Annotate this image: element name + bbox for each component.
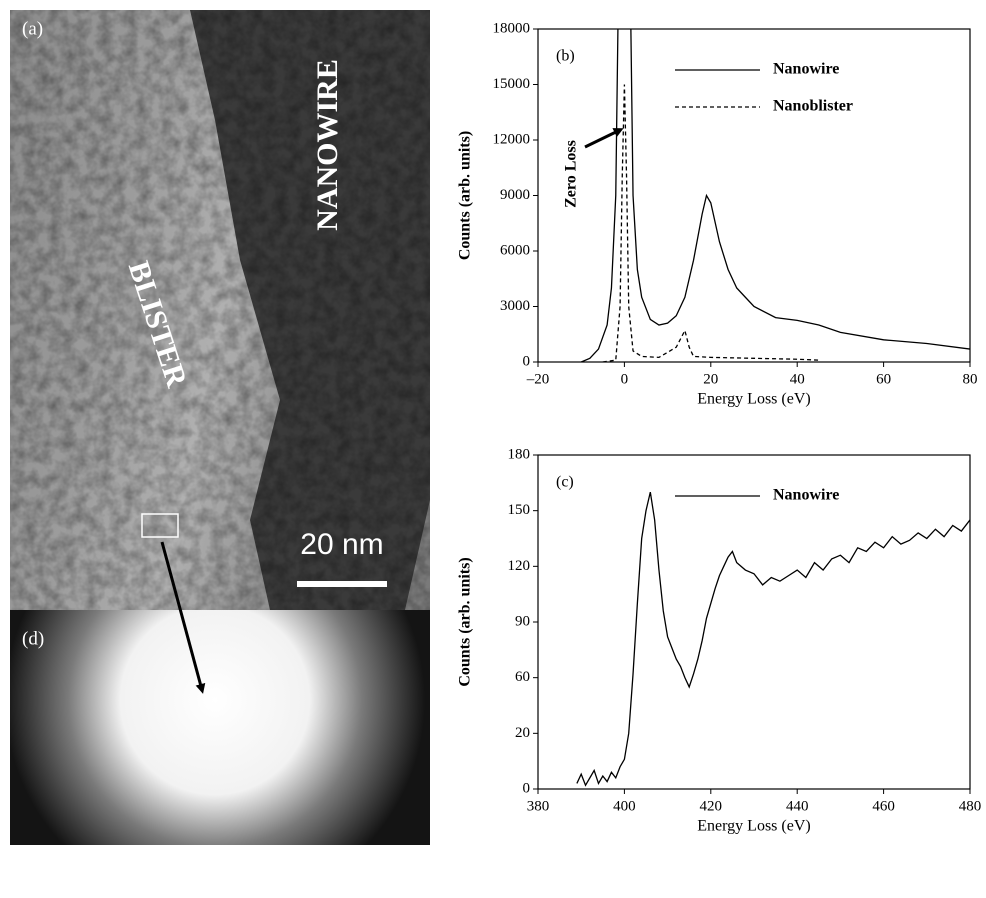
diffraction-d: (d): [10, 610, 430, 845]
x-tick-label: 80: [963, 371, 978, 387]
x-tick-label: 40: [790, 371, 805, 387]
selection-box: [141, 513, 179, 538]
x-tick-label: 400: [613, 798, 636, 814]
data-line: [602, 84, 819, 362]
x-tick-label: 0: [621, 371, 629, 387]
panel-label: (c): [556, 474, 574, 491]
x-axis-label: Energy Loss (eV): [697, 818, 810, 835]
data-line: [576, 491, 970, 787]
panel-label: (b): [556, 48, 575, 65]
legend-label: Nanowire: [773, 487, 839, 504]
y-tick-label: 0: [523, 780, 531, 796]
y-tick-label: 20: [515, 725, 530, 741]
panel-label: (d): [22, 628, 44, 649]
scale-bar: [297, 581, 387, 587]
data-line: [580, 29, 970, 362]
x-tick-label: 480: [959, 798, 982, 814]
x-tick-label: 380: [527, 798, 550, 814]
y-axis-label: Counts (arb. units): [457, 131, 474, 260]
region-label: NANOWIRE: [311, 59, 344, 231]
micrograph-a: (a) NANOWIRE BLISTER 20 nm: [10, 10, 430, 610]
scale-bar-label: 20 nm: [300, 528, 383, 561]
y-tick-label: 6000: [500, 242, 530, 258]
x-tick-label: 440: [786, 798, 809, 814]
panel-label: (a): [22, 18, 43, 39]
x-tick-label: 60: [876, 371, 891, 387]
x-tick-label: 460: [872, 798, 895, 814]
y-tick-label: 18000: [493, 20, 531, 36]
diffraction-pattern: [10, 610, 430, 845]
y-tick-label: 0: [523, 353, 531, 369]
texture: [10, 10, 430, 610]
y-tick-label: 90: [515, 613, 530, 629]
y-tick-label: 15000: [493, 76, 531, 92]
x-tick-label: 420: [700, 798, 723, 814]
y-tick-label: 12000: [493, 131, 531, 147]
annotation-arrow: [584, 128, 624, 149]
y-tick-label: 150: [508, 502, 531, 518]
annotation: Zero Loss: [563, 140, 580, 208]
y-tick-label: 180: [508, 446, 531, 462]
plot-frame: [537, 454, 971, 790]
x-tick-label: –20: [526, 371, 550, 387]
x-tick-label: 20: [703, 371, 718, 387]
legend-label: Nanowire: [773, 61, 839, 78]
y-tick-label: 3000: [500, 298, 530, 314]
x-axis-label: Energy Loss (eV): [697, 391, 810, 408]
y-axis-label: Counts (arb. units): [457, 557, 474, 686]
y-tick-label: 9000: [500, 187, 530, 203]
y-tick-label: 60: [515, 669, 530, 685]
plot-frame: [537, 28, 971, 363]
arrow: [160, 541, 206, 694]
legend-label: Nanoblister: [773, 98, 853, 115]
y-tick-label: 120: [508, 558, 531, 574]
